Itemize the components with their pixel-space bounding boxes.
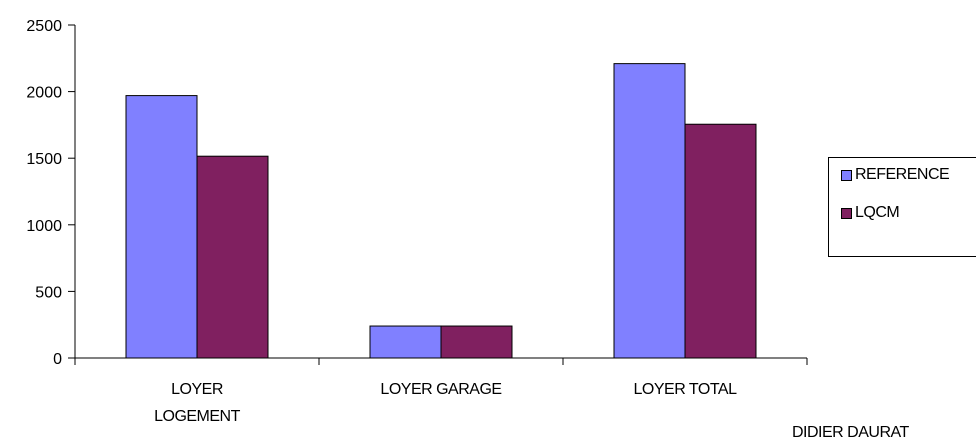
bar-reference — [125, 95, 198, 359]
category-label: LOYER TOTAL — [634, 381, 738, 398]
bar-reference — [613, 63, 686, 359]
category-label: LOYER LOGEMENT — [154, 381, 241, 425]
y-axis: 0 500 1000 1500 2000 2500 — [26, 18, 76, 368]
bar-reference — [369, 325, 442, 359]
y-tick-label: 2500 — [26, 18, 62, 35]
legend-item-reference: REFERENCE — [841, 166, 950, 184]
category-label: LOYER GARAGE — [380, 381, 501, 398]
bar-lqcm — [440, 325, 513, 359]
bar-lqcm — [684, 123, 757, 359]
bar-lqcm — [196, 155, 269, 359]
y-tick-label: 1000 — [26, 218, 62, 235]
category-labels: LOYER LOGEMENT LOYER GARAGE LOYER TOTAL — [154, 381, 737, 425]
legend-label-lqcm: LQCM — [855, 204, 900, 221]
bars — [125, 63, 757, 359]
y-tick-label: 1500 — [26, 151, 62, 168]
legend-label-reference: REFERENCE — [855, 166, 950, 183]
author-note: DIDIER DAURAT — [792, 424, 909, 441]
y-tick-label: 0 — [53, 351, 62, 368]
legend-swatch-reference — [841, 169, 852, 181]
y-tick-label: 2000 — [26, 85, 62, 102]
legend: REFERENCE LQCM — [828, 157, 976, 257]
y-tick-label: 500 — [35, 284, 62, 301]
legend-item-lqcm: LQCM — [841, 204, 900, 222]
legend-swatch-lqcm — [841, 207, 852, 219]
x-axis — [74, 357, 808, 365]
